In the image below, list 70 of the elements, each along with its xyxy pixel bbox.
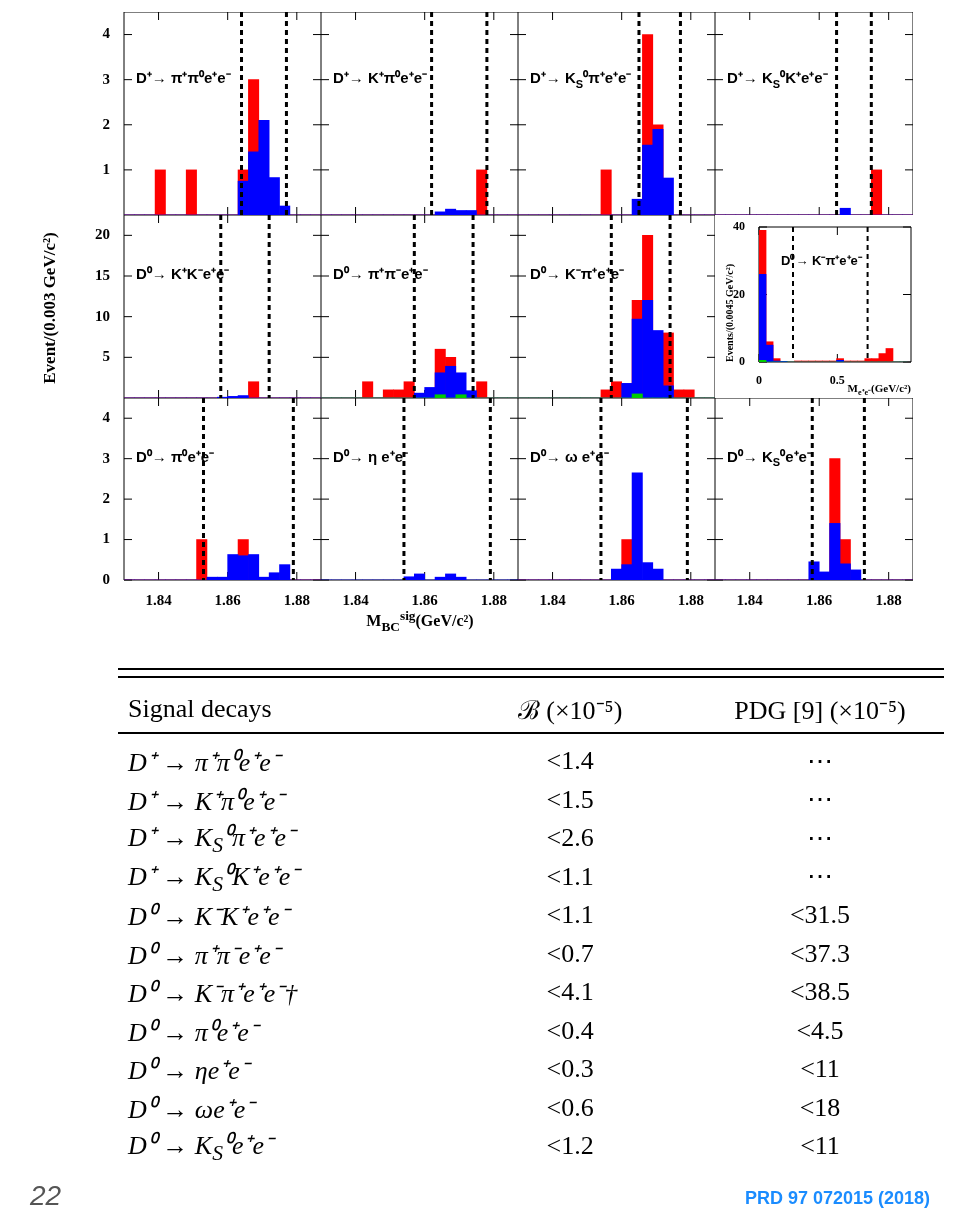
y-tick-label: 40	[733, 219, 745, 234]
text: ⋯	[807, 823, 834, 853]
text: D⁰→ π⁺π⁻e⁺e⁻	[333, 265, 428, 283]
y-tick-label: 15	[95, 266, 110, 283]
y-tick-label: 2	[102, 115, 110, 132]
x-tick-label: 1.84	[145, 591, 173, 608]
text: <0.3	[546, 1054, 594, 1084]
category-label: PDG [9] (×10⁻⁵)	[733, 695, 907, 727]
x-tick-label: 1.88	[480, 591, 507, 608]
text: <37.3	[789, 938, 851, 968]
x-tick-label: 1.86	[411, 591, 439, 608]
text: 22	[30, 1180, 62, 1208]
category-label: ℬ (×10⁻⁵)	[516, 695, 624, 727]
text: D⁰→ K⁻π⁺e⁺e⁻	[530, 265, 625, 283]
text: D⁰ → K$_{S}$⁰e⁺e⁻	[128, 1131, 274, 1166]
y-tick-label: 4	[102, 409, 111, 426]
text: D⁰ → ωe⁺e⁻	[128, 1094, 255, 1124]
text: D⁺ → K⁺π⁰e⁺e⁻	[128, 786, 285, 816]
y-tick-label: 1	[102, 160, 110, 177]
x-tick-label: 1.86	[806, 591, 833, 608]
text: D⁺→ K⁺π⁰e⁺e⁻	[333, 69, 428, 87]
text: <1.4	[546, 746, 594, 776]
text: <0.7	[546, 938, 594, 968]
x-tick-label: 1.86	[608, 591, 636, 608]
y-tick-label: 3	[102, 449, 110, 466]
text: D⁺→ π⁺π⁰e⁺e⁻	[136, 69, 231, 87]
text: PRD 97 072015 (2018)	[744, 1188, 930, 1208]
text: D⁺ → K$_{S}$⁰K⁺e⁺e⁻	[128, 861, 300, 896]
text: D⁰→ η e⁺e⁻	[333, 447, 409, 465]
x-tick-label: 1.86	[214, 591, 242, 608]
y-axis-title: Event/(0.003 GeV/c²)	[40, 232, 60, 384]
x-tick-label: 1.84	[736, 591, 764, 608]
y-tick-label: 2	[102, 489, 110, 506]
text: D⁺ → K$_{S}$⁰π⁺e⁺e⁻	[128, 823, 296, 858]
y-tick-label: 0	[739, 354, 745, 369]
text: ⋯	[807, 785, 834, 815]
text: ⋯	[807, 862, 834, 892]
y-tick-label: 10	[95, 307, 110, 324]
text: <4.1	[546, 977, 594, 1007]
text: <31.5	[789, 900, 851, 930]
x-axis-title: M$_{BC}$$^{sig}$(GeV/c²)	[366, 608, 474, 635]
text: <4.5	[796, 1015, 844, 1045]
text: <0.6	[546, 1092, 594, 1122]
x-tick-label: 1.88	[677, 591, 704, 608]
x-tick-label: 1.84	[539, 591, 567, 608]
text: <1.5	[546, 784, 594, 814]
x-tick-label: 0.5	[829, 373, 845, 388]
text: <0.4	[546, 1015, 594, 1045]
text: <18	[799, 1092, 841, 1122]
y-tick-label: 4	[102, 25, 111, 42]
x-tick-label: 1.88	[875, 591, 902, 608]
text: <11	[800, 1131, 840, 1161]
y-tick-label: 3	[102, 70, 110, 87]
y-tick-label: 5	[102, 348, 110, 365]
x-tick-label: 1.84	[342, 591, 370, 608]
text: D⁰ → K⁻π⁺e⁺e⁻†	[128, 979, 298, 1009]
y-tick-label: 20	[733, 286, 745, 301]
x-tick-label: 1.88	[283, 591, 310, 608]
text: <1.1	[546, 900, 594, 930]
text: <38.5	[789, 977, 851, 1007]
text: D⁰→ K⁺K⁻e⁺e⁻	[136, 265, 230, 283]
text: <1.2	[546, 1131, 594, 1161]
text: <1.1	[546, 861, 594, 891]
y-tick-label: 20	[95, 226, 110, 243]
text: ⋯	[807, 746, 834, 776]
text: <11	[800, 1054, 840, 1084]
category-label: Signal decays	[127, 694, 273, 724]
text: <2.6	[546, 823, 594, 853]
y-tick-label: 0	[102, 570, 110, 587]
y-tick-label: 1	[102, 530, 110, 547]
